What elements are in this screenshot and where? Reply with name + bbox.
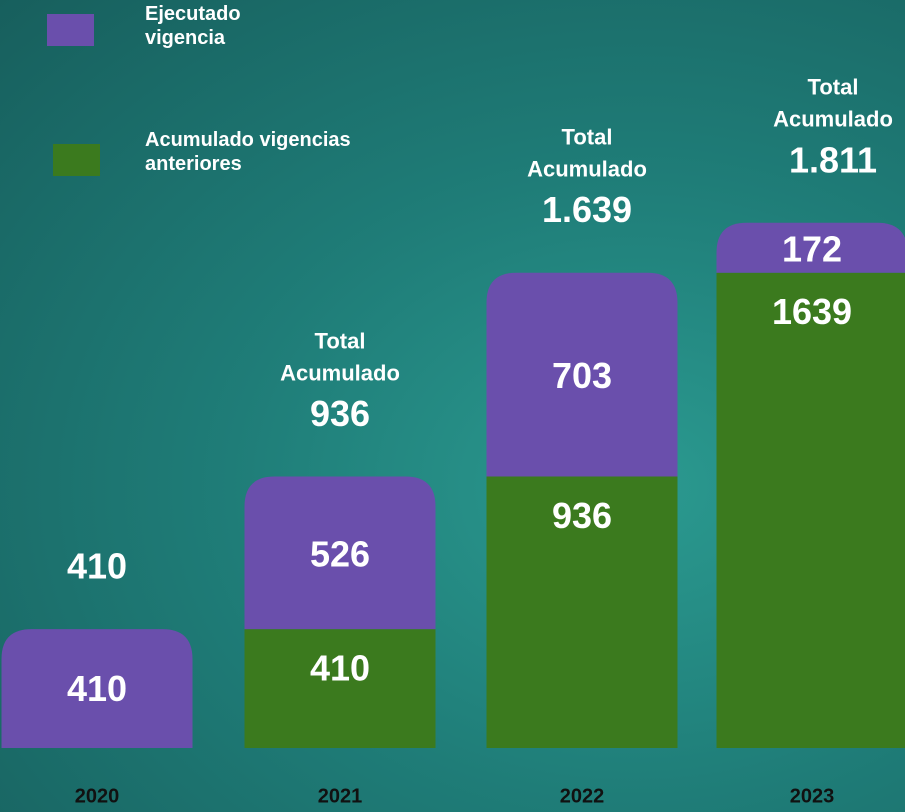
- total-caption: Acumulado: [527, 157, 647, 182]
- total-caption: Total: [315, 328, 366, 353]
- x-tick-label: 2023: [790, 785, 835, 807]
- x-tick-label: 2022: [560, 785, 605, 807]
- bar-segment: [244, 476, 436, 630]
- legend-swatch: [47, 14, 94, 46]
- total-label: 410: [67, 546, 127, 587]
- total-caption: Total: [808, 75, 859, 100]
- bar-segment: [486, 272, 678, 477]
- x-tick-label: 2021: [318, 785, 363, 807]
- segment-label: 172: [782, 228, 842, 269]
- total-label: 936: [310, 393, 370, 434]
- segment-label: 410: [310, 648, 370, 689]
- bar-segment: [486, 476, 678, 748]
- legend-label: Ejecutado vigencia: [145, 3, 241, 49]
- bar-segment: [244, 629, 436, 748]
- total-label: 1.811: [789, 139, 877, 180]
- segment-label: 936: [552, 495, 612, 536]
- bar-segment: [716, 272, 905, 748]
- x-tick-label: 2020: [75, 785, 120, 807]
- total-caption: Acumulado: [773, 107, 893, 132]
- total-caption: Acumulado: [280, 360, 400, 385]
- bar-segment: [1, 629, 193, 748]
- segment-label: 410: [67, 668, 127, 709]
- legend-label: Acumulado vigencias anteriores: [145, 129, 351, 175]
- total-label: 1.639: [542, 189, 632, 230]
- bar-segment: [716, 222, 905, 273]
- total-caption: Total: [562, 125, 613, 150]
- segment-label: 526: [310, 533, 370, 574]
- legend-swatch: [53, 144, 100, 176]
- segment-label: 703: [552, 355, 612, 396]
- segment-label: 1639: [772, 291, 852, 332]
